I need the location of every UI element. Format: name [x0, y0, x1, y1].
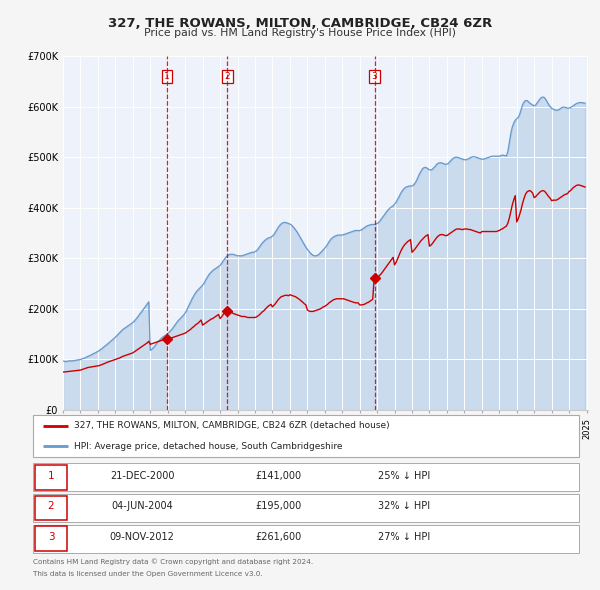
FancyBboxPatch shape [33, 415, 579, 457]
Text: 27% ↓ HPI: 27% ↓ HPI [378, 532, 430, 542]
FancyBboxPatch shape [35, 526, 67, 551]
Text: 327, THE ROWANS, MILTON, CAMBRIDGE, CB24 6ZR (detached house): 327, THE ROWANS, MILTON, CAMBRIDGE, CB24… [74, 421, 389, 430]
Text: £261,600: £261,600 [256, 532, 302, 542]
Text: Price paid vs. HM Land Registry's House Price Index (HPI): Price paid vs. HM Land Registry's House … [144, 28, 456, 38]
Text: This data is licensed under the Open Government Licence v3.0.: This data is licensed under the Open Gov… [33, 571, 263, 576]
Text: HPI: Average price, detached house, South Cambridgeshire: HPI: Average price, detached house, Sout… [74, 442, 343, 451]
Text: 1: 1 [164, 72, 170, 81]
Text: 327, THE ROWANS, MILTON, CAMBRIDGE, CB24 6ZR: 327, THE ROWANS, MILTON, CAMBRIDGE, CB24… [108, 17, 492, 30]
Text: 3: 3 [48, 532, 55, 542]
Text: 09-NOV-2012: 09-NOV-2012 [110, 532, 175, 542]
Text: 1: 1 [48, 471, 55, 481]
FancyBboxPatch shape [33, 463, 579, 491]
FancyBboxPatch shape [33, 494, 579, 522]
FancyBboxPatch shape [35, 465, 67, 490]
Text: 32% ↓ HPI: 32% ↓ HPI [378, 502, 430, 512]
Text: 25% ↓ HPI: 25% ↓ HPI [378, 471, 430, 481]
Text: £141,000: £141,000 [256, 471, 302, 481]
FancyBboxPatch shape [33, 525, 579, 553]
Text: 04-JUN-2004: 04-JUN-2004 [112, 502, 173, 512]
Text: 2: 2 [48, 502, 55, 512]
Text: 2: 2 [224, 72, 230, 81]
Text: £195,000: £195,000 [256, 502, 302, 512]
Text: 3: 3 [372, 72, 377, 81]
FancyBboxPatch shape [35, 496, 67, 520]
Text: Contains HM Land Registry data © Crown copyright and database right 2024.: Contains HM Land Registry data © Crown c… [33, 559, 313, 565]
Text: 21-DEC-2000: 21-DEC-2000 [110, 471, 175, 481]
